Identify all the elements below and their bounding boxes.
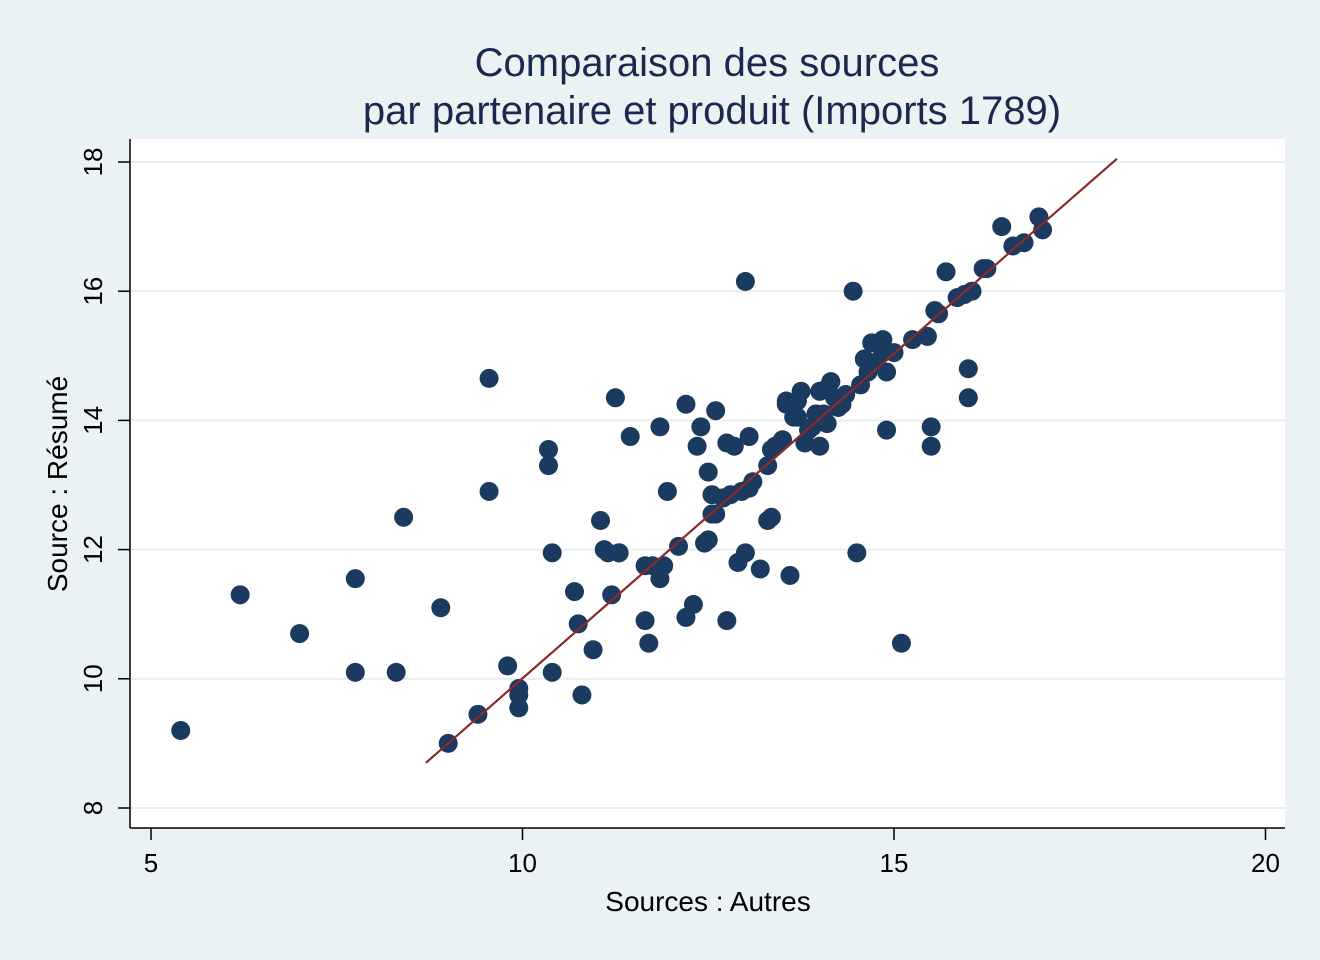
data-point (773, 430, 793, 450)
data-point (639, 633, 659, 653)
data-point (539, 439, 559, 459)
data-point (654, 556, 674, 576)
data-point (431, 598, 451, 618)
data-point (921, 417, 941, 437)
data-point (735, 543, 755, 563)
data-point (1033, 220, 1053, 240)
data-point (605, 388, 625, 408)
data-point (750, 559, 770, 579)
data-point (509, 678, 529, 698)
data-point (609, 543, 629, 563)
y-tick-label: 16 (78, 277, 108, 306)
data-point (542, 662, 562, 682)
data-point (821, 372, 841, 392)
x-tick-label: 20 (1251, 848, 1280, 878)
data-point (891, 633, 911, 653)
data-point (669, 536, 689, 556)
data-point (791, 381, 811, 401)
data-point (787, 407, 807, 427)
data-points (171, 207, 1053, 753)
data-point (542, 543, 562, 563)
data-point (498, 656, 518, 676)
y-tick-label: 14 (78, 406, 108, 435)
y-axis-label: Source : Résumé (42, 376, 73, 592)
fit-line-group (425, 157, 1118, 764)
data-point (657, 481, 677, 501)
data-point (345, 569, 365, 589)
data-point (903, 330, 923, 350)
fit-line (425, 157, 1118, 764)
data-point (936, 262, 956, 282)
data-point (717, 611, 737, 631)
data-point (735, 272, 755, 292)
data-point (394, 507, 414, 527)
data-point (386, 662, 406, 682)
axes: 8 10 12 14 16 18 5 10 15 20 (78, 139, 1285, 878)
data-point (539, 456, 559, 476)
data-point (565, 582, 585, 602)
data-point (955, 284, 975, 304)
data-point (683, 595, 703, 615)
data-point (698, 530, 718, 550)
data-point (171, 720, 191, 740)
y-tick-label: 10 (78, 664, 108, 693)
chart-title-line-2: par partenaire et produit (Imports 1789) (363, 89, 1061, 133)
data-point (572, 685, 592, 705)
x-tick-label: 10 (508, 848, 537, 878)
data-point (706, 401, 726, 421)
data-point (602, 585, 622, 605)
data-point (591, 511, 611, 531)
y-tick-label: 18 (78, 148, 108, 177)
y-tick-label: 12 (78, 535, 108, 564)
data-point (977, 259, 997, 279)
data-point (479, 481, 499, 501)
data-point (479, 368, 499, 388)
data-point (724, 436, 744, 456)
x-axis-label: Sources : Autres (605, 886, 810, 917)
data-point (468, 704, 488, 724)
data-point (687, 436, 707, 456)
data-point (698, 462, 718, 482)
data-point (743, 472, 763, 492)
data-point (290, 624, 310, 644)
data-point (739, 427, 759, 447)
data-point (877, 362, 897, 382)
data-point (921, 436, 941, 456)
data-point (620, 427, 640, 447)
data-point (817, 414, 837, 434)
data-point (650, 417, 670, 437)
data-point (1014, 233, 1034, 253)
data-point (847, 543, 867, 563)
data-point (230, 585, 250, 605)
data-point (345, 662, 365, 682)
data-point (958, 359, 978, 379)
data-point (583, 640, 603, 660)
data-point (676, 394, 696, 414)
data-point (958, 388, 978, 408)
data-point (992, 217, 1012, 237)
data-point (691, 417, 711, 437)
chart-title-line-1: Comparaison des sources (475, 41, 940, 85)
data-point (843, 281, 863, 301)
data-point (877, 420, 897, 440)
data-point (810, 436, 830, 456)
y-tick-label: 8 (78, 801, 108, 815)
data-point (568, 614, 588, 634)
x-tick-label: 5 (144, 848, 158, 878)
data-point (917, 326, 937, 346)
x-tick-label: 15 (880, 848, 909, 878)
plot-area (130, 139, 1285, 828)
data-point (780, 565, 800, 585)
data-point (635, 611, 655, 631)
data-point (761, 507, 781, 527)
data-point (706, 504, 726, 524)
